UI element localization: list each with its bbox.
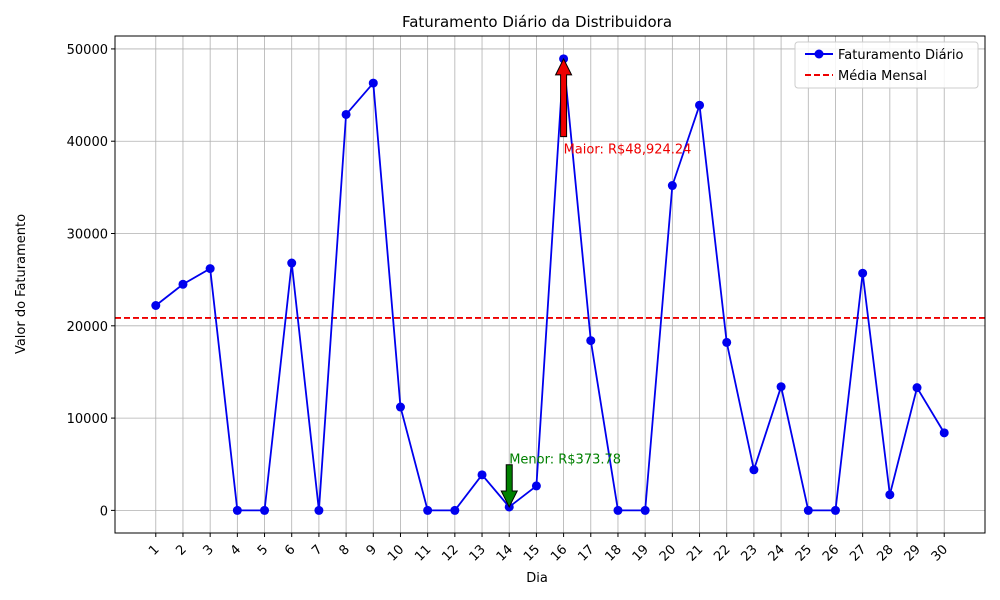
- data-point: [205, 264, 215, 274]
- data-point: [477, 470, 487, 480]
- data-point: [640, 505, 650, 515]
- y-tick-label: 0: [100, 504, 108, 519]
- annotation-arrow: [500, 464, 519, 509]
- x-tick-label: 10: [385, 542, 407, 564]
- y-tick-label: 50000: [67, 43, 108, 58]
- x-tick-label: 19: [630, 542, 652, 564]
- data-point: [151, 300, 161, 310]
- annotation-arrow: [554, 57, 573, 138]
- x-tick-label: 5: [255, 542, 271, 558]
- x-tick-label: 27: [847, 542, 869, 564]
- data-point: [586, 336, 596, 346]
- x-tick-label: 25: [793, 542, 815, 564]
- x-tick-label: 23: [738, 542, 760, 564]
- data-point: [695, 100, 705, 110]
- x-tick-label: 7: [309, 542, 325, 558]
- series-line: [155, 58, 945, 512]
- x-tick-label: 12: [439, 542, 461, 564]
- data-point: [749, 465, 759, 475]
- data-point: [803, 505, 813, 515]
- data-point: [722, 337, 732, 347]
- data-point: [613, 505, 623, 515]
- data-point: [368, 78, 378, 88]
- x-axis-title: Dia: [526, 571, 548, 586]
- data-point: [260, 505, 270, 515]
- x-tick-label: 14: [494, 542, 516, 564]
- x-tick-label: 8: [336, 542, 352, 558]
- x-tick-label: 20: [657, 542, 679, 564]
- data-point: [341, 109, 351, 119]
- data-point: [939, 428, 949, 438]
- x-tick-label: 17: [575, 542, 597, 564]
- annotation-label: Maior: R$48,924.24: [564, 143, 692, 158]
- x-tick-label: 13: [467, 542, 489, 564]
- legend-average-label: Média Mensal: [838, 69, 927, 84]
- x-tick-label: 28: [874, 542, 896, 564]
- data-point: [450, 505, 460, 515]
- x-tick-label: 11: [412, 542, 434, 564]
- series-points: [151, 54, 949, 515]
- x-tick-label: 9: [364, 542, 380, 558]
- y-tick-label: 30000: [67, 228, 108, 243]
- y-tick-label: 20000: [67, 320, 108, 335]
- data-point: [912, 383, 922, 393]
- data-point: [178, 279, 188, 289]
- legend-frame: [794, 41, 979, 89]
- data-point: [287, 258, 297, 268]
- data-point: [830, 505, 840, 515]
- data-point: [395, 402, 405, 412]
- x-tick-label: 29: [902, 542, 924, 564]
- x-tick-label: 1: [146, 542, 162, 558]
- y-axis-title: Valor do Faturamento: [14, 214, 29, 354]
- x-tick-label: 24: [766, 542, 788, 564]
- annotations: Maior: R$48,924.24 Menor: R$373.78: [500, 57, 692, 509]
- annotation-label: Menor: R$373.78: [509, 453, 621, 468]
- plot-frame: [114, 35, 986, 534]
- data-point: [667, 181, 677, 191]
- x-tick-label: 6: [282, 542, 298, 558]
- data-point: [531, 481, 541, 491]
- legend-series-label: Faturamento Diário: [838, 48, 964, 63]
- data-point: [232, 505, 242, 515]
- y-tick-label: 40000: [67, 135, 108, 150]
- x-tick-label: 16: [548, 542, 570, 564]
- data-point: [314, 505, 324, 515]
- legend-series-marker: [814, 49, 824, 59]
- data-point: [423, 505, 433, 515]
- x-tick-label: 2: [173, 542, 189, 558]
- x-tick-label: 3: [201, 542, 217, 558]
- x-tick-label: 22: [711, 542, 733, 564]
- x-tick-label: 26: [820, 542, 842, 564]
- data-point: [858, 268, 868, 278]
- x-tick-label: 30: [929, 542, 951, 564]
- data-point: [885, 490, 895, 500]
- x-tick-label: 4: [228, 542, 244, 558]
- data-point: [776, 382, 786, 392]
- legend: Faturamento Diário Média Mensal: [794, 41, 979, 89]
- y-axis: 0 10000 20000 30000 40000 50000: [67, 43, 115, 519]
- x-tick-label: 18: [602, 542, 624, 564]
- y-tick-label: 10000: [67, 412, 108, 427]
- x-tick-label: 15: [521, 542, 543, 564]
- x-axis: 1 2 3 4 5 6 7 8 9 10 11 12 13 14 15 16 17 18 19 20 21 22 23 24 2…: [146, 533, 951, 565]
- chart-title: Faturamento Diário da Distribuidora: [402, 13, 672, 31]
- x-tick-label: 21: [684, 542, 706, 564]
